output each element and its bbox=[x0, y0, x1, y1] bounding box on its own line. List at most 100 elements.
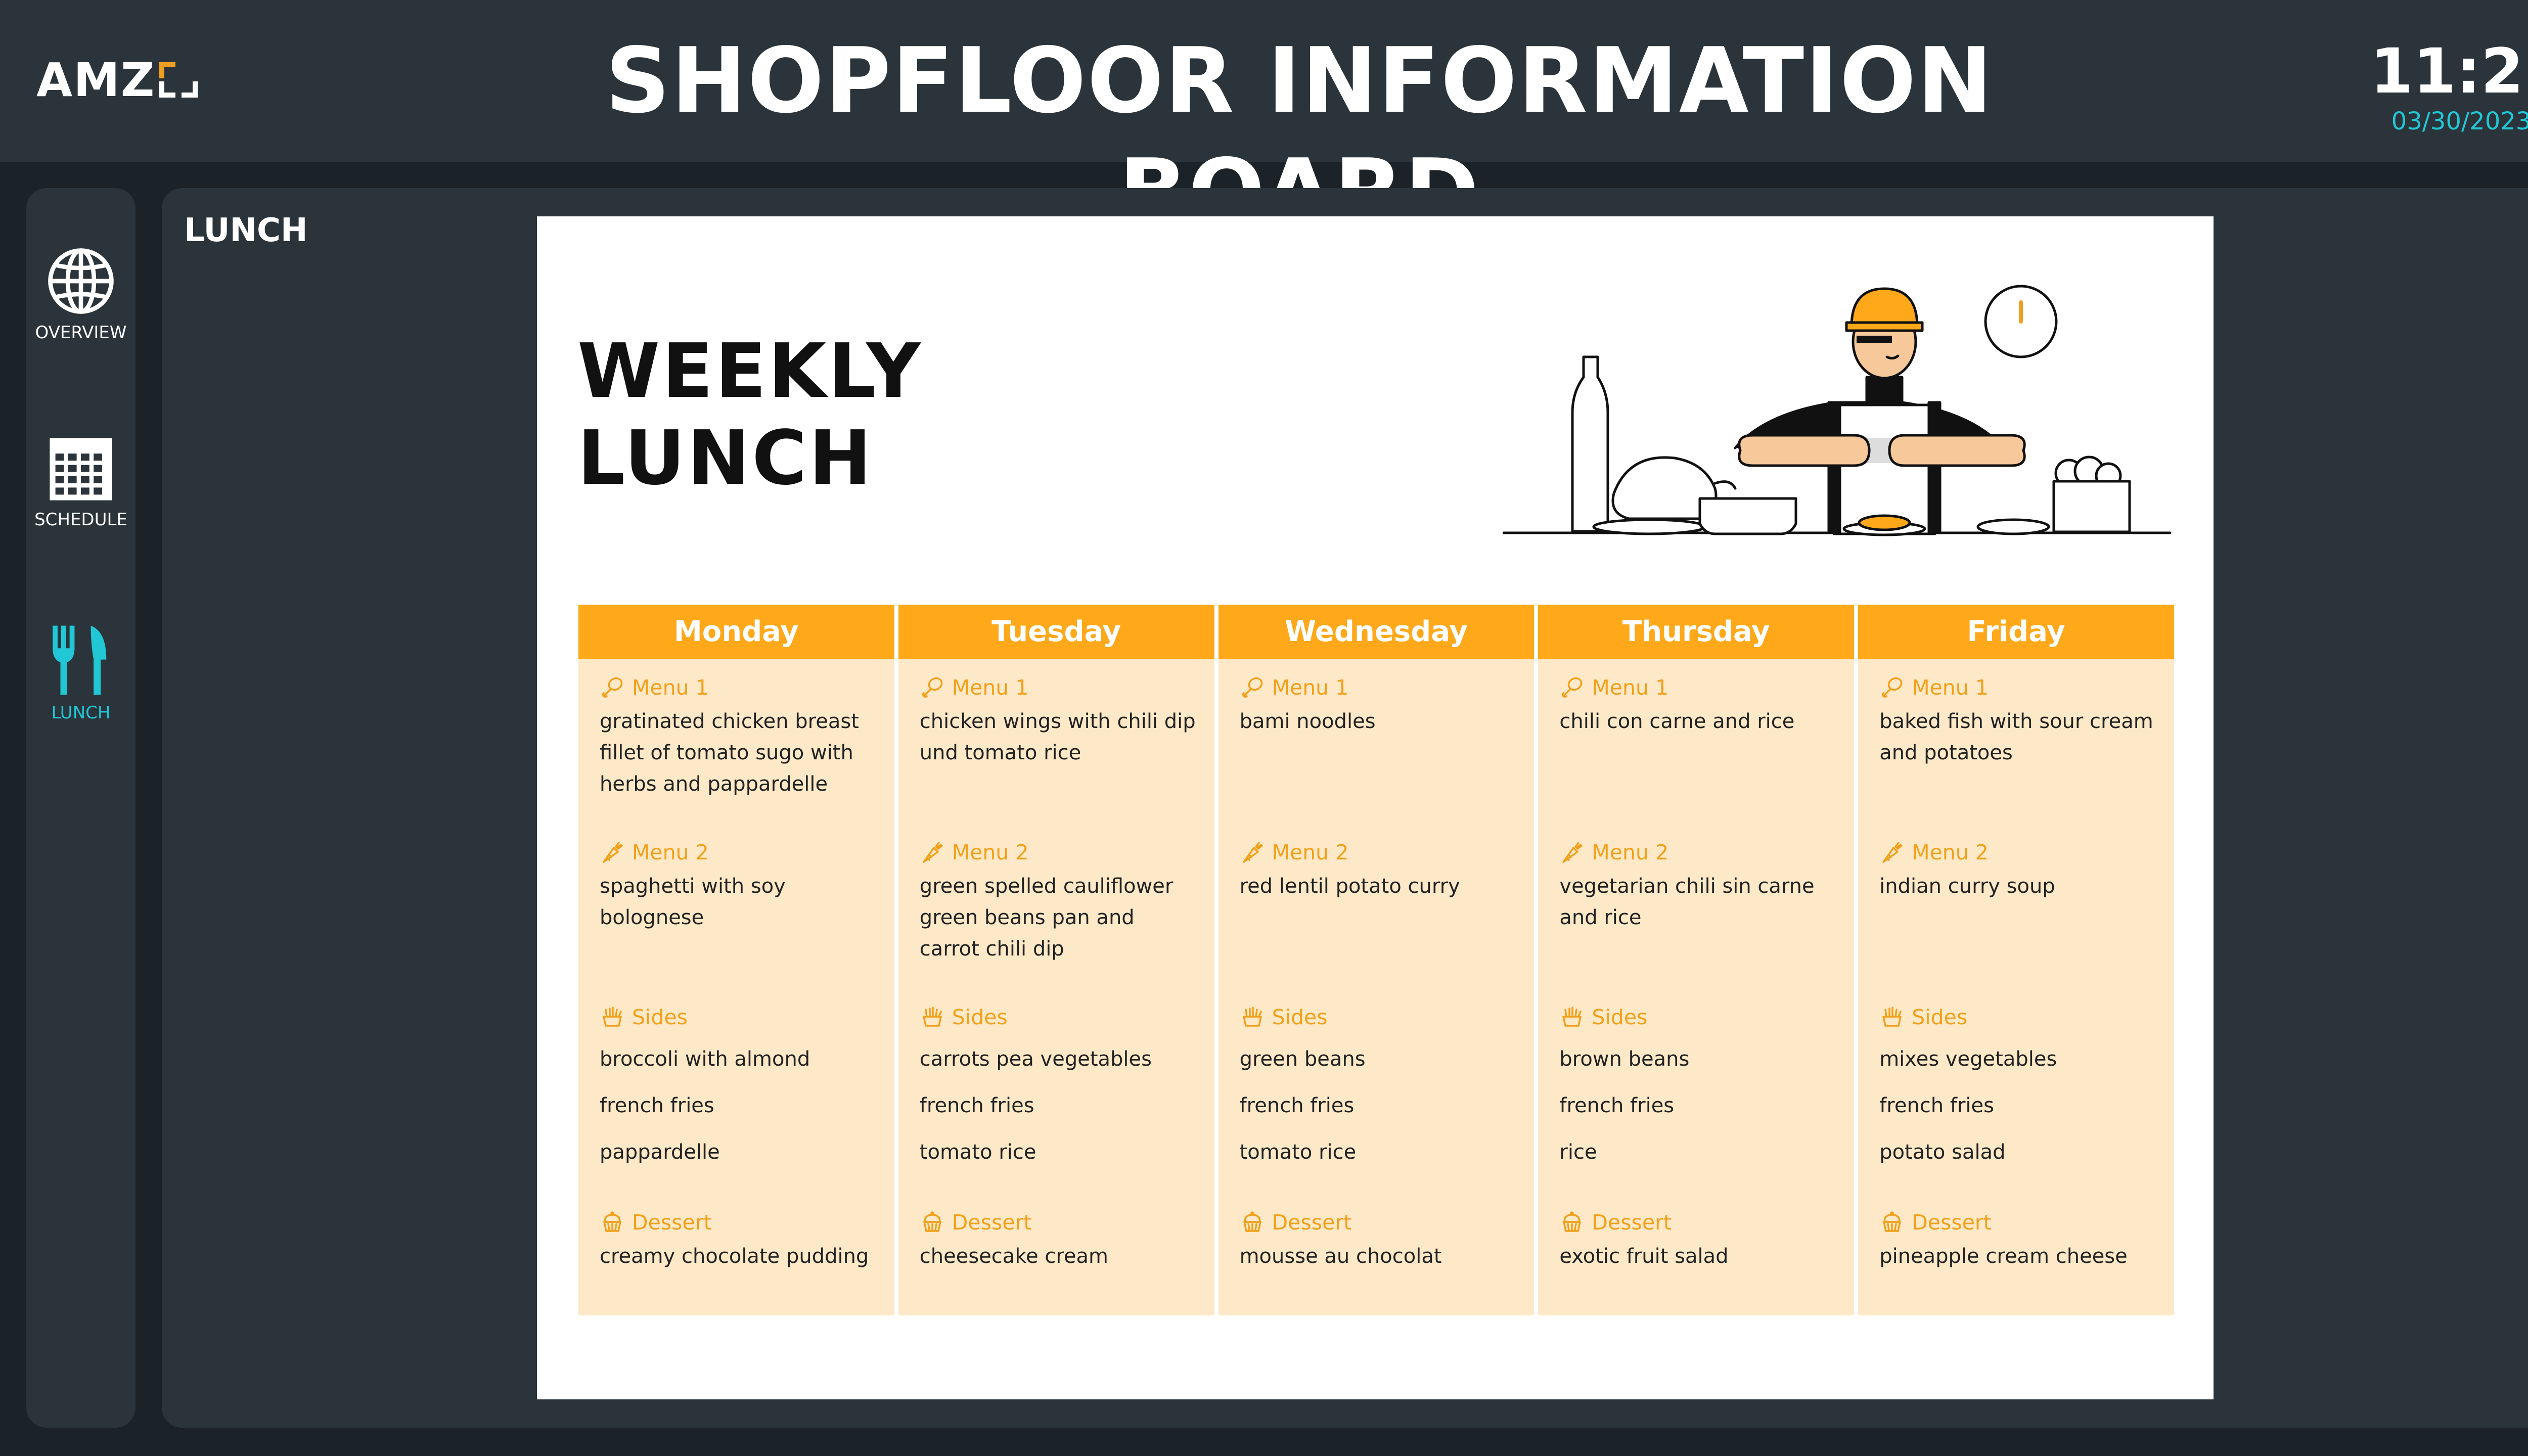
day-column-monday: Monday Menu 1 gratinated chicken breast fi… bbox=[578, 605, 894, 1315]
dessert-dish: creamy chocolate pudding bbox=[600, 1245, 869, 1268]
sides-category: Sides bbox=[1879, 1002, 2159, 1032]
category-label: Sides bbox=[1272, 1005, 1328, 1029]
category-label: Menu 2 bbox=[1272, 840, 1349, 864]
menu1-category: Menu 1 bbox=[1240, 672, 1519, 703]
dessert-dish: pineapple cream cheese bbox=[1879, 1245, 2128, 1268]
sides-list: carrots pea vegetables french fries tomato… bbox=[920, 1043, 1199, 1183]
dessert-dish: mousse au chocolat bbox=[1239, 1245, 1442, 1268]
side-item: tomato rice bbox=[919, 1141, 1036, 1164]
company-logo: AMZ bbox=[36, 53, 198, 107]
menu1-block: Menu 1 gratinated chicken breast fillet o… bbox=[600, 672, 879, 800]
dessert-block: Dessert cheesecake cream bbox=[920, 1207, 1199, 1272]
category-label: Menu 1 bbox=[1592, 675, 1669, 700]
day-menu-body: Menu 1 chili con carne and rice Menu 2 vege… bbox=[1538, 659, 1854, 1315]
sides-list: mixes vegetables french fries potato salad bbox=[1879, 1043, 2159, 1183]
dessert-block: Dessert mousse au chocolat bbox=[1240, 1207, 1519, 1272]
section-title: LUNCH bbox=[184, 212, 308, 249]
sides-block: Sides mixes vegetables french fries potato … bbox=[1879, 1002, 2159, 1183]
side-item: french fries bbox=[600, 1094, 714, 1117]
dessert-category: Dessert bbox=[920, 1207, 1199, 1238]
menu2-category: Menu 2 bbox=[1879, 837, 2159, 868]
menu2-block: Menu 2 vegetarian chili sin carne and ric… bbox=[1559, 837, 1839, 933]
menu1-dish: chicken wings with chili dip und tomato … bbox=[919, 710, 1196, 764]
menu2-dish: vegetarian chili sin carne and rice bbox=[1559, 875, 1815, 929]
category-label: Sides bbox=[632, 1005, 688, 1029]
category-label: Menu 2 bbox=[1592, 840, 1669, 864]
carrot-icon bbox=[600, 840, 632, 865]
side-item: french fries bbox=[1879, 1094, 1994, 1117]
weekly-lunch-card: WEEKLY LUNCH bbox=[537, 216, 2214, 1399]
carrot-icon bbox=[1559, 840, 1592, 865]
menu1-dish: baked fish with sour cream and potatoes bbox=[1879, 710, 2153, 764]
sidebar-item-label: LUNCH bbox=[51, 703, 111, 723]
carrot-icon bbox=[920, 840, 952, 865]
main-panel: LUNCH WEEKLY LUNCH bbox=[162, 188, 2528, 1428]
dessert-dish: cheesecake cream bbox=[919, 1245, 1109, 1268]
dessert-category: Dessert bbox=[600, 1207, 879, 1238]
sides-category: Sides bbox=[1240, 1002, 1519, 1032]
heading-line-1: WEEKLY bbox=[577, 328, 923, 415]
day-menu-body: Menu 1 baked fish with sour cream and pot… bbox=[1858, 659, 2174, 1315]
side-item: brown beans bbox=[1559, 1048, 1690, 1071]
side-item: rice bbox=[1559, 1141, 1597, 1164]
menu1-block: Menu 1 chicken wings with chili dip und t… bbox=[920, 672, 1199, 768]
day-menu-body: Menu 1 bami noodles Menu 2 red lentil potat… bbox=[1218, 659, 1534, 1315]
sides-category: Sides bbox=[600, 1002, 879, 1032]
side-item: french fries bbox=[1239, 1094, 1355, 1117]
dessert-block: Dessert exotic fruit salad bbox=[1559, 1207, 1839, 1272]
clock-date: 03/30/2023 bbox=[2391, 107, 2528, 135]
menu2-category: Menu 2 bbox=[600, 837, 879, 868]
category-label: Dessert bbox=[1592, 1210, 1672, 1235]
day-column-friday: Friday Menu 1 baked fish with sour cream a… bbox=[1858, 605, 2174, 1315]
day-header: Friday bbox=[1858, 605, 2174, 659]
drumstick-icon bbox=[1240, 675, 1272, 700]
fries-icon bbox=[600, 1005, 632, 1030]
sidebar-item-label: SCHEDULE bbox=[34, 510, 127, 530]
menu2-block: Menu 2 indian curry soup bbox=[1879, 837, 2159, 902]
menu2-dish: indian curry soup bbox=[1879, 875, 2055, 898]
day-menu-body: Menu 1 chicken wings with chili dip und t… bbox=[898, 659, 1214, 1315]
category-label: Dessert bbox=[952, 1210, 1032, 1235]
fries-icon bbox=[1559, 1005, 1592, 1030]
sidebar-item-lunch[interactable]: LUNCH bbox=[26, 623, 136, 723]
category-label: Menu 1 bbox=[1912, 675, 1989, 700]
day-column-thursday: Thursday Menu 1 chili con carne and rice Me… bbox=[1538, 605, 1855, 1315]
menu1-dish: gratinated chicken breast fillet of toma… bbox=[600, 710, 859, 796]
side-item: carrots pea vegetables bbox=[919, 1048, 1152, 1071]
menu1-dish: bami noodles bbox=[1239, 710, 1376, 733]
category-label: Menu 1 bbox=[1272, 675, 1349, 700]
sidebar-item-schedule[interactable]: SCHEDULE bbox=[26, 434, 136, 530]
dessert-block: Dessert creamy chocolate pudding bbox=[600, 1207, 879, 1272]
menu2-dish: green spelled cauliflower green beans pa… bbox=[919, 875, 1173, 961]
sides-list: green beans french fries tomato rice bbox=[1240, 1043, 1519, 1183]
fries-icon bbox=[920, 1005, 952, 1030]
sides-block: Sides broccoli with almond french fries pap… bbox=[600, 1002, 879, 1183]
fork-knife-icon bbox=[53, 625, 107, 695]
header-bar: AMZ SHOPFLOOR INFORMATION BOARD 11:25 03… bbox=[0, 0, 2528, 244]
category-label: Dessert bbox=[1912, 1210, 1992, 1235]
category-label: Dessert bbox=[632, 1210, 712, 1235]
weekly-menu-table: Monday Menu 1 gratinated chicken breast fi… bbox=[578, 605, 2174, 1315]
fries-icon bbox=[1879, 1005, 1912, 1030]
menu1-category: Menu 1 bbox=[920, 672, 1199, 703]
side-item: green beans bbox=[1239, 1048, 1366, 1071]
drumstick-icon bbox=[1879, 675, 1912, 700]
cupcake-icon bbox=[920, 1210, 952, 1235]
menu1-category: Menu 1 bbox=[600, 672, 879, 703]
category-label: Sides bbox=[952, 1005, 1008, 1029]
menu1-dish: chili con carne and rice bbox=[1559, 710, 1795, 733]
menu1-block: Menu 1 bami noodles bbox=[1240, 672, 1519, 737]
cupcake-icon bbox=[600, 1210, 632, 1235]
category-label: Menu 2 bbox=[952, 840, 1029, 864]
sides-block: Sides brown beans french fries rice bbox=[1559, 1002, 1839, 1183]
side-item: french fries bbox=[1559, 1094, 1675, 1117]
drumstick-icon bbox=[920, 675, 952, 700]
cupcake-icon bbox=[1559, 1210, 1592, 1235]
dessert-category: Dessert bbox=[1559, 1207, 1839, 1238]
sides-list: broccoli with almond french fries papparde… bbox=[600, 1043, 879, 1183]
menu1-block: Menu 1 baked fish with sour cream and pot… bbox=[1879, 672, 2159, 768]
menu1-category: Menu 1 bbox=[1559, 672, 1839, 703]
sidebar-item-overview[interactable]: OVERVIEW bbox=[26, 245, 136, 343]
side-item: potato salad bbox=[1879, 1141, 2006, 1164]
